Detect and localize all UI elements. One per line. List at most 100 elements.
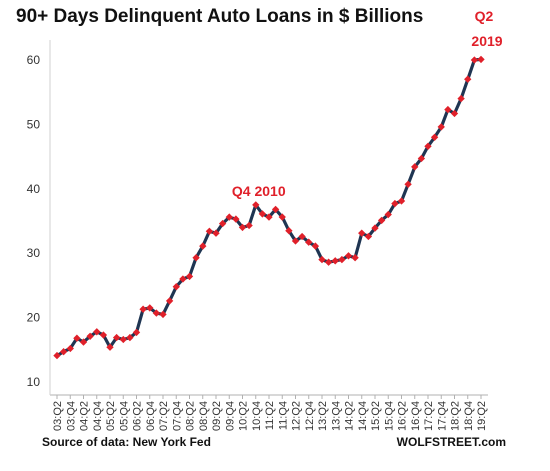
x-tick-label: 17:Q2: [423, 401, 435, 431]
annotations: Q4 2010 Q2 2019: [232, 8, 503, 199]
data-point: [192, 254, 200, 262]
data-point: [119, 335, 127, 344]
data-point: [245, 221, 253, 230]
plot-area: [53, 55, 485, 360]
data-point: [126, 333, 134, 342]
data-point: [265, 213, 273, 221]
data-point: [112, 333, 121, 342]
data-point: [444, 105, 452, 114]
x-tick-label: 10:Q4: [251, 401, 263, 431]
data-point: [172, 283, 180, 291]
data-point: [59, 348, 68, 356]
y-tick-label: 30: [27, 246, 41, 260]
x-tick-label: 05:Q2: [105, 401, 117, 431]
data-point: [53, 351, 61, 360]
data-point: [199, 242, 207, 250]
data-point: [132, 328, 141, 337]
x-tick-label: 08:Q2: [185, 401, 197, 431]
x-tick-label: 03:Q2: [52, 401, 64, 431]
data-point: [159, 310, 167, 319]
x-tick-label: 12:Q4: [304, 401, 316, 431]
x-tick-label: 09:Q2: [211, 401, 223, 431]
annotation-2019: 2019: [471, 33, 502, 49]
data-point: [371, 224, 379, 232]
x-tick-label: 15:Q4: [383, 401, 395, 431]
x-tick-label: 15:Q2: [370, 401, 382, 431]
data-point: [252, 201, 260, 209]
annotation-q4-2010: Q4 2010: [232, 183, 286, 199]
data-point: [106, 343, 114, 351]
x-tick-label: 11:Q4: [277, 401, 289, 430]
x-tick-label: 18:Q2: [450, 401, 462, 431]
data-point: [430, 133, 439, 141]
x-tick-label: 17:Q4: [436, 401, 448, 431]
x-tick-label: 09:Q4: [224, 401, 236, 431]
data-point: [477, 55, 485, 64]
data-point: [404, 180, 412, 188]
brand-label: WOLFSTREET.com: [396, 435, 506, 449]
data-point: [185, 272, 194, 281]
x-tick-label: 14:Q4: [357, 401, 369, 431]
data-point: [165, 297, 174, 305]
x-tick-label: 04:Q2: [79, 401, 91, 431]
x-tick-label: 19:Q2: [476, 401, 488, 431]
x-tick-label: 04:Q4: [92, 401, 104, 431]
x-tick-label: 06:Q4: [145, 401, 157, 431]
y-axis-tick-labels: 10 20 30 40 50 60: [27, 53, 41, 389]
x-tick-label: 18:Q4: [463, 401, 475, 431]
data-point: [411, 163, 419, 171]
source-note: Source of data: New York Fed: [42, 435, 211, 449]
x-tick-label: 16:Q2: [397, 401, 409, 431]
data-point: [424, 142, 432, 150]
data-point: [152, 309, 161, 317]
y-tick-label: 10: [27, 375, 41, 389]
data-point: [79, 338, 88, 346]
data-point: [351, 254, 359, 262]
data-point: [450, 109, 459, 118]
x-tick-label: 07:Q4: [171, 401, 183, 431]
data-point: [73, 334, 81, 342]
x-tick-label: 10:Q2: [238, 401, 250, 431]
y-tick-label: 60: [27, 53, 41, 67]
y-tick-label: 50: [27, 117, 41, 131]
x-tick-label: 05:Q4: [118, 401, 130, 431]
data-point: [397, 197, 406, 205]
data-point: [457, 94, 465, 103]
y-tick-label: 40: [27, 182, 41, 196]
data-point: [338, 255, 346, 264]
data-point: [99, 331, 108, 339]
data-point: [139, 305, 147, 313]
annotation-q2: Q2: [475, 8, 494, 24]
x-tick-label: 07:Q2: [158, 401, 170, 431]
data-point: [324, 258, 333, 266]
y-tick-label: 20: [27, 311, 41, 325]
data-point: [470, 56, 479, 64]
x-tick-label: 13:Q2: [317, 401, 329, 431]
data-point: [179, 275, 187, 283]
x-tick-label: 03:Q4: [65, 401, 77, 431]
data-point: [146, 304, 154, 312]
data-point: [311, 242, 320, 250]
x-tick-label: 16:Q4: [410, 401, 422, 431]
data-point: [331, 257, 339, 265]
x-tick-label: 06:Q2: [132, 401, 144, 431]
data-point: [364, 232, 373, 241]
x-tick-label: 14:Q2: [344, 401, 356, 431]
data-point: [225, 213, 233, 221]
data-point: [218, 219, 227, 228]
data-point: [298, 232, 306, 241]
chart-title: 90+ Days Delinquent Auto Loans in $ Bill…: [16, 6, 424, 27]
x-tick-label: 13:Q4: [330, 401, 342, 431]
x-tick-label: 11:Q2: [264, 401, 276, 430]
data-point: [417, 154, 426, 163]
data-point: [291, 237, 300, 245]
data-point: [358, 229, 366, 237]
data-point: [344, 252, 353, 260]
x-tick-label: 12:Q2: [291, 401, 303, 431]
series-line: [56, 57, 482, 357]
x-axis-tick-labels: 03:Q2 03:Q4 04:Q2 04:Q4 05:Q2 05:Q4 06:Q2 06:Q4…: [52, 395, 488, 431]
x-tick-label: 08:Q4: [198, 401, 210, 431]
data-point: [391, 199, 399, 208]
data-point: [318, 255, 326, 264]
